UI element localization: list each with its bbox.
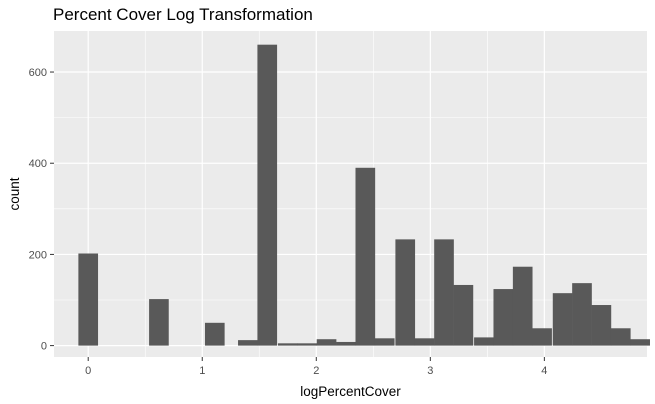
x-tick-label: 0 xyxy=(85,365,91,377)
histogram-bar xyxy=(493,289,514,346)
histogram-bar xyxy=(512,266,533,346)
y-tick-label: 600 xyxy=(29,67,47,79)
histogram-bar xyxy=(572,283,592,346)
histogram-bar xyxy=(78,253,99,346)
histogram-bar xyxy=(238,340,258,346)
x-axis-title: logPercentCover xyxy=(300,384,401,399)
histogram-bar xyxy=(355,167,376,346)
histogram-bar xyxy=(532,328,552,346)
histogram-bar xyxy=(552,293,573,346)
histogram-bar xyxy=(630,339,650,346)
histogram-bar xyxy=(277,343,298,346)
axes: 0 1 2 3 4 0 200 400 600 xyxy=(29,67,548,377)
histogram-bar xyxy=(453,284,474,346)
x-tick-label: 1 xyxy=(199,365,205,377)
histogram-bar xyxy=(336,341,356,346)
histogram-bar xyxy=(204,322,225,346)
y-tick-label: 400 xyxy=(29,158,47,170)
x-tick-label: 3 xyxy=(427,365,433,377)
y-tick-label: 0 xyxy=(41,341,47,353)
histogram-bar xyxy=(395,239,416,346)
histogram-bar xyxy=(297,343,317,346)
histogram-bar xyxy=(591,305,612,346)
chart-title: Percent Cover Log Transformation xyxy=(53,5,313,24)
histogram-bar xyxy=(316,339,337,346)
x-tick-label: 4 xyxy=(541,365,547,377)
histogram-bar xyxy=(474,337,494,346)
y-axis-title: count xyxy=(7,177,22,210)
bars xyxy=(78,44,650,346)
histogram-bar xyxy=(414,338,435,346)
histogram-bar xyxy=(374,338,395,346)
histogram-bar xyxy=(610,328,631,346)
x-tick-label: 2 xyxy=(313,365,319,377)
histogram-bar xyxy=(149,299,169,346)
histogram-bar xyxy=(434,239,454,346)
y-tick-label: 200 xyxy=(29,249,47,261)
histogram-bar xyxy=(257,44,278,346)
